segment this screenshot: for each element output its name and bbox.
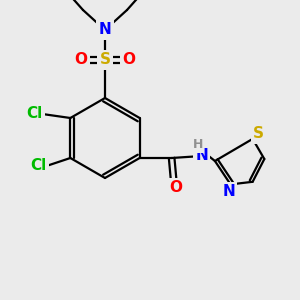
Text: N: N xyxy=(195,148,208,164)
Text: O: O xyxy=(122,52,136,68)
Text: O: O xyxy=(169,181,182,196)
Text: S: S xyxy=(100,52,110,68)
Text: N: N xyxy=(99,22,111,38)
Text: Cl: Cl xyxy=(26,106,43,122)
Text: O: O xyxy=(74,52,88,68)
Text: N: N xyxy=(222,184,235,199)
Text: S: S xyxy=(253,126,264,141)
Text: Cl: Cl xyxy=(30,158,46,173)
Text: H: H xyxy=(193,139,203,152)
